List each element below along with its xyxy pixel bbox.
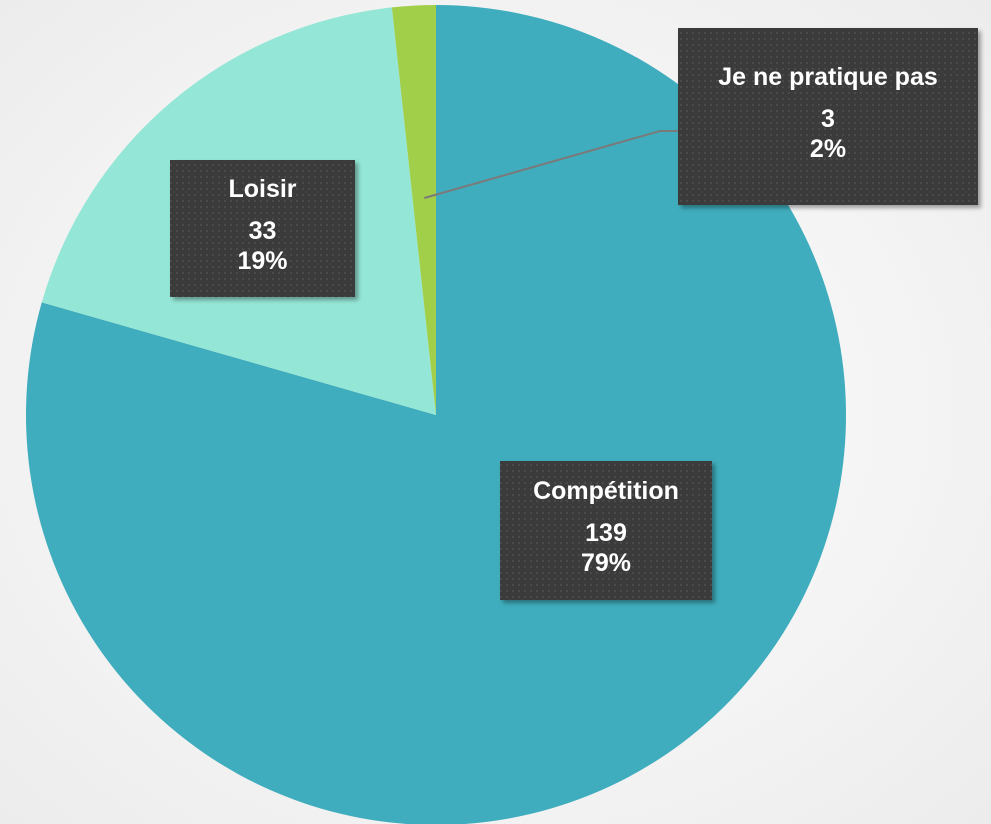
label-value: 139 <box>585 519 627 547</box>
label-box <box>500 461 712 600</box>
label-category: Je ne pratique pas <box>718 63 938 91</box>
label-value: 33 <box>249 217 277 245</box>
label-percent: 19% <box>237 247 287 275</box>
leader-line <box>424 130 678 199</box>
label-category: Loisir <box>228 175 296 203</box>
label-percent: 2% <box>810 135 846 163</box>
pie-slice <box>391 5 436 415</box>
label-box <box>170 160 355 297</box>
label-box <box>678 28 978 205</box>
pie-slice <box>26 5 846 824</box>
label-percent: 79% <box>581 549 631 577</box>
label-value: 3 <box>821 105 835 133</box>
data-label: Je ne pratique pas 32% <box>678 28 978 205</box>
label-category: Compétition <box>533 477 679 505</box>
